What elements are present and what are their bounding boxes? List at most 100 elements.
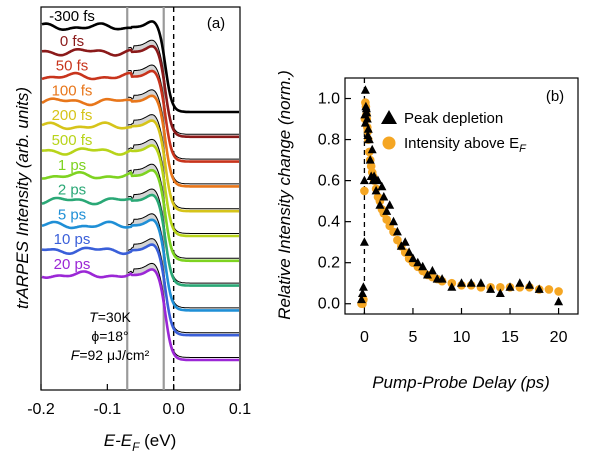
peak-depletion-point (382, 206, 392, 215)
spectrum-label: 100 fs (52, 82, 93, 99)
peak-depletion-point (534, 284, 544, 293)
spectrum-label: 0 fs (60, 33, 84, 50)
panel-a-xlabel-main: E-E (104, 431, 133, 450)
peak-depletion-point (427, 265, 437, 275)
panel-b-y-tick-label: 0.8 (318, 132, 340, 149)
panel-a: 20 ps 10 ps 5 ps 2 ps 1 ps 500 fs 200 fs 100 fs… (13, 6, 251, 454)
panel-a-x-tick-label: 0.1 (229, 401, 251, 418)
peak-depletion-point (362, 114, 372, 123)
panel-a-annotation: F=92 μJ/cm² (71, 347, 150, 363)
spectrum-curve (41, 144, 239, 238)
panel-a-x-tick-label: -0.2 (27, 401, 55, 418)
spectrum-curve (41, 218, 239, 312)
peak-depletion-point (418, 261, 428, 271)
peak-depletion-point (359, 237, 369, 246)
spectrum-reference-curve (127, 238, 239, 334)
peak-depletion-point (371, 185, 381, 195)
legend-peak-depletion: Peak depletion (404, 110, 503, 127)
spectrum-label: 200 fs (52, 107, 93, 124)
panel-b-x-tick-label: 20 (550, 329, 568, 346)
panel-a-annotations: T=30K ϕ=18° F=92 μJ/cm² (71, 309, 150, 363)
peak-depletion-point (404, 247, 414, 256)
peak-depletion-point (423, 270, 432, 279)
panel-b-y-tick-label: 0.2 (318, 255, 340, 272)
annotation-symbol: F (71, 347, 81, 363)
peak-depletion-point (364, 134, 374, 144)
peak-depletion-point (495, 288, 505, 297)
spectrum-reference-curve (128, 89, 239, 185)
panel-b-points (357, 85, 564, 309)
panel-b-y-tick-label: 1.0 (318, 91, 340, 108)
spectrum-curve (41, 119, 239, 213)
spectrum-label: 10 ps (54, 231, 91, 248)
spectrum-reference-curve (127, 114, 239, 210)
spectrum-label: 1 ps (58, 157, 86, 174)
peak-depletion-point (400, 237, 410, 246)
panel-b-y-axis-label: Relative Intensity change (norm.) (275, 70, 294, 319)
peak-depletion-point (358, 288, 367, 297)
peak-depletion-point (413, 257, 423, 267)
panel-a-x-axis-label: E-EF (eV) (104, 431, 177, 454)
peak-depletion-point (486, 284, 496, 293)
peak-depletion-point (363, 124, 373, 133)
peak-depletion-point (515, 278, 525, 287)
spectrum-curve (41, 94, 239, 188)
spectrum-curve (41, 20, 239, 114)
spectrum-reference-curve (127, 138, 239, 234)
legend-intensity-above-text: Intensity above E (404, 135, 519, 152)
peak-depletion-point (525, 280, 534, 289)
peak-depletion-point (392, 226, 402, 236)
legend-intensity-above: Intensity above EF (404, 135, 527, 155)
peak-depletion-point (466, 278, 476, 287)
peak-depletion-point (447, 282, 457, 291)
peak-depletion-point (367, 144, 377, 154)
peak-depletion-point (361, 103, 371, 113)
peak-depletion-point (377, 181, 387, 191)
panel-a-x-tick-label: 0.0 (163, 401, 185, 418)
peak-depletion-point (457, 278, 466, 287)
panel-b-y-tick-label: 0.6 (318, 173, 340, 190)
annotation-value: =92 μJ/cm² (79, 347, 149, 363)
peak-depletion-point (408, 253, 418, 263)
annotation-symbol: T (89, 309, 99, 325)
spectrum-reference-curve (127, 213, 239, 309)
spectrum-label: 5 ps (58, 206, 86, 223)
peak-depletion-point (360, 85, 370, 94)
peak-depletion-point (505, 282, 515, 291)
peak-depletion-point (373, 175, 383, 185)
panel-a-x-tick-label: -0.1 (94, 401, 122, 418)
intensity-above-ef-point (496, 283, 505, 292)
panel-b-x-tick-label: 5 (409, 329, 418, 346)
panel-a-label: (a) (207, 15, 225, 32)
peak-depletion-point (365, 155, 375, 164)
peak-depletion-point (476, 278, 486, 287)
panel-a-xlabel-sub: F (132, 440, 140, 454)
panel-b-y-tick-label: 0.4 (318, 214, 340, 231)
intensity-above-ef-point (393, 235, 402, 245)
peak-depletion-point (437, 274, 447, 283)
peak-depletion-point (389, 216, 398, 226)
annotation-value: ϕ=18° (91, 328, 128, 344)
panel-a-series-labels: 20 ps 10 ps 5 ps 2 ps 1 ps 500 fs 200 fs 100 fs… (49, 8, 95, 273)
spectrum-curve (41, 193, 239, 287)
panel-a-xlabel-unit: (eV) (139, 431, 176, 450)
spectrum-curve (41, 69, 239, 163)
panel-a-annotation: ϕ=18° (91, 328, 128, 344)
spectrum-curve (41, 168, 239, 263)
panel-b-x-tick-label: 0 (360, 329, 369, 346)
legend-intensity-above-sub: F (519, 143, 527, 155)
panel-a-spectra (41, 20, 239, 362)
panel-a-y-axis-label: trARPES Intensity (arb. units) (13, 87, 32, 309)
peak-depletion-point (554, 296, 564, 306)
panel-b-label: (b) (546, 88, 564, 105)
spectrum-label: 500 fs (52, 132, 93, 149)
peak-depletion-point (375, 200, 385, 209)
spectrum-label: -300 fs (49, 8, 95, 25)
panel-b-ticks: 0 5 10 15 20 0.0 0.2 0.4 0.6 0.8 1.0 (318, 91, 568, 346)
panel-a-annotation: T=30K (89, 309, 131, 325)
annotation-value: =30K (98, 309, 132, 325)
panel-b-y-tick-label: 0.0 (318, 296, 340, 313)
spectrum-label: 2 ps (58, 182, 86, 199)
peak-depletion-point (358, 282, 368, 291)
